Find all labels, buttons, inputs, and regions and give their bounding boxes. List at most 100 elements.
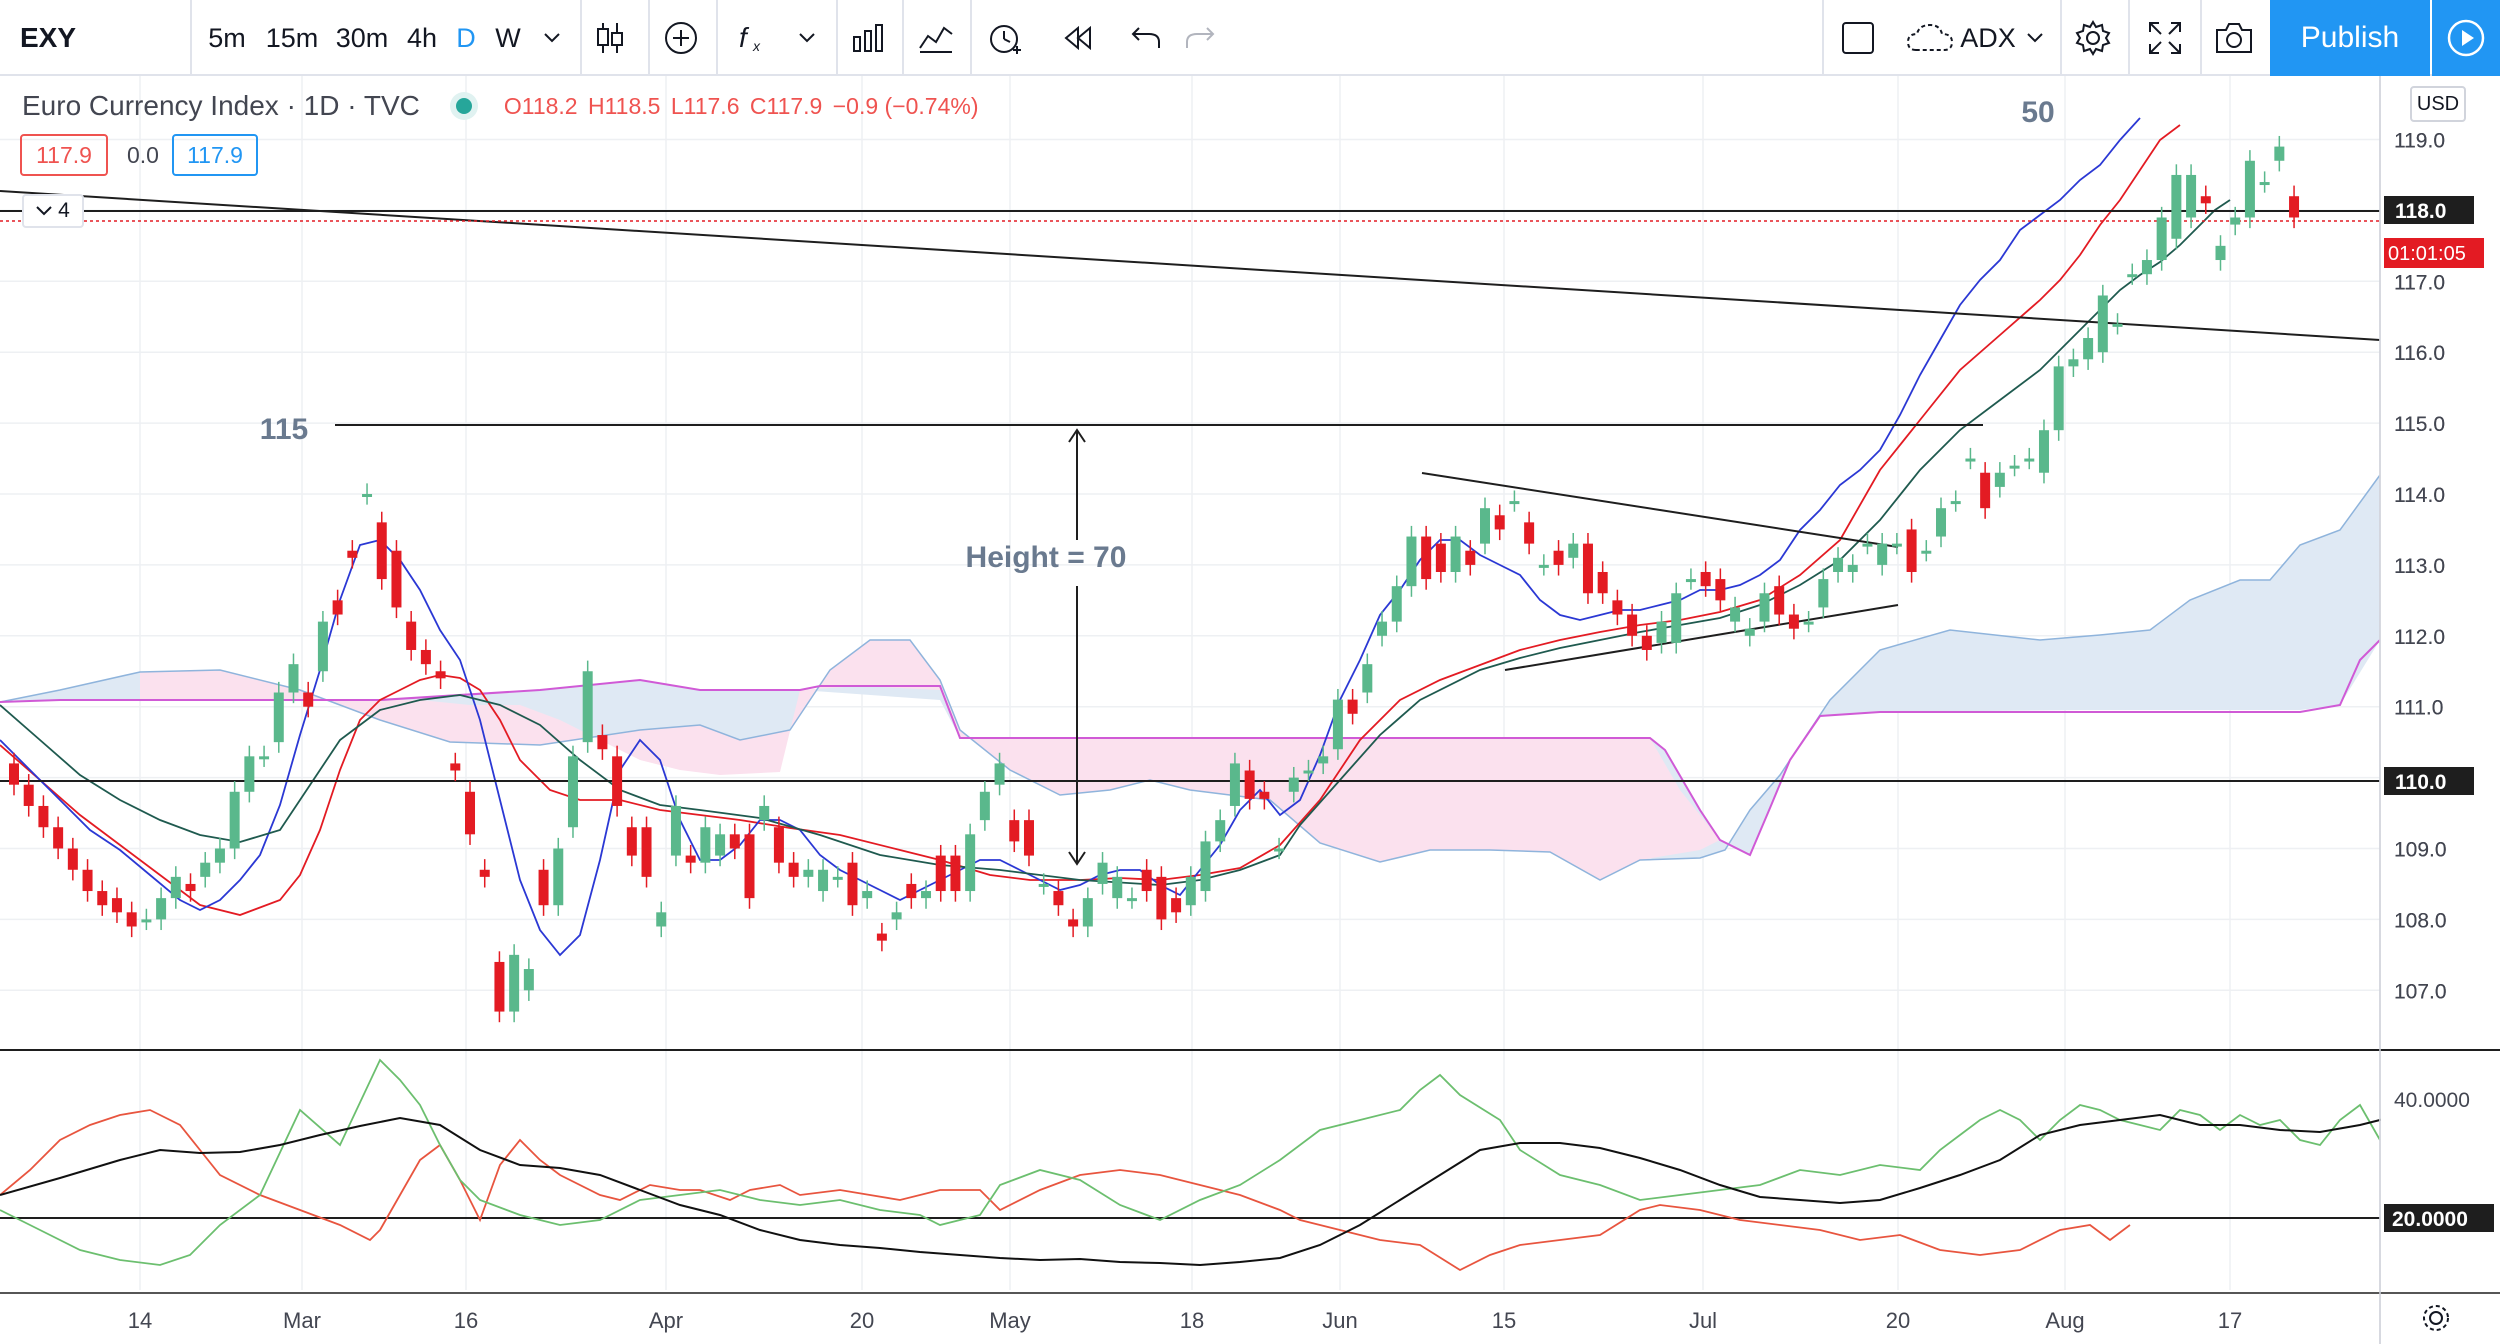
toolbar-divider [902,0,904,76]
snapshot-icon[interactable] [2208,0,2260,76]
kijun-line [0,199,2231,886]
price-tick-label: 113.0 [2394,555,2445,578]
layout-square-icon[interactable] [1838,0,1878,76]
time-tick-label: 20 [1886,1308,1910,1333]
play-icon[interactable] [2432,0,2500,76]
candle-body [744,834,755,899]
last-price-badge [2384,196,2474,224]
chevron-down-icon[interactable] [792,0,822,76]
candle-body [2230,217,2241,225]
sell-price[interactable]: 117.9 [20,134,108,176]
top-label: 50 [2021,96,2054,129]
fullscreen-icon[interactable] [2140,0,2190,76]
candle-body [685,855,696,863]
add-compare-icon[interactable] [656,0,706,76]
wedge-upper-line [1421,472,1899,548]
candle-body [141,919,152,923]
candle-body [1377,621,1388,636]
candle-body [170,876,181,899]
candle-body [303,692,314,707]
interval-d[interactable]: D [456,22,476,53]
candle-body [803,869,814,877]
candle-body [200,862,211,877]
price-tick-label: 116.0 [2394,342,2445,365]
candle-body [656,912,667,927]
interval-30m[interactable]: 30m [335,22,389,53]
price-tick-label: 119.0 [2394,130,2445,153]
candle-body [494,961,505,1012]
indicator-label[interactable]: ADX [1960,22,2016,53]
toolbar-divider [2200,0,2202,76]
candle-body [9,763,19,785]
candle-body [1862,543,1873,547]
adx-level-text: 20.0000 [2392,1208,2468,1231]
studies-count: 4 [58,199,70,222]
currency-tag[interactable]: USD [2410,86,2466,122]
candle-body [1627,614,1638,636]
ohlc-change: −0.9 (−0.74%) [832,92,979,119]
senkou-span-b [0,639,2381,857]
adx-main-line [0,1084,2500,1267]
candle-body [82,869,93,892]
candle-body [921,891,932,899]
candle-body [626,827,637,856]
trendline-descending [0,190,2381,341]
candle-body [1274,848,1285,852]
candle-body [979,791,990,821]
replay-icon[interactable] [1056,0,1100,76]
candle-body [1421,536,1432,580]
settings-icon[interactable] [2068,0,2118,76]
symbol-search[interactable]: EXY [20,22,77,53]
chevron-down-icon[interactable] [535,0,569,76]
templates-icon[interactable] [910,0,962,76]
senkou-span-a [0,474,2381,881]
candle-body [2024,458,2035,462]
chevron-down-icon[interactable] [2020,0,2050,76]
price-tick-label: 117.0 [2394,271,2445,294]
candle-body [1656,621,1667,643]
candle-body [1318,756,1329,764]
candle-body [2141,260,2152,275]
level-110-badge [2384,767,2474,795]
candle-body [1362,664,1373,693]
candle-body [1582,543,1593,594]
candle-body [1980,472,1991,509]
candle-body [1994,472,2005,487]
candle-body [229,791,240,849]
chart-settings-icon[interactable] [2423,1305,2449,1331]
interval-5m[interactable]: 5m [208,22,246,53]
candle-body [1126,898,1137,902]
indicator-lines [0,117,2231,957]
interval-w[interactable]: W [495,22,521,53]
redo-icon[interactable] [1180,0,1220,76]
candle-body [1759,593,1770,622]
legend-title[interactable]: Euro Currency Index · 1D · TVC [22,90,420,121]
candle-body [2112,323,2123,327]
candle-body [126,912,137,927]
interval-15m[interactable]: 15m [265,22,319,53]
alert-icon[interactable] [980,0,1032,76]
candle-body [1347,699,1358,714]
interval-4h[interactable]: 4h [406,22,438,53]
cloud-save-icon[interactable] [1904,0,1958,76]
price-tick-label: 107.0 [2394,980,2447,1003]
undo-icon[interactable] [1126,0,1166,76]
candle-body [1494,515,1505,530]
toolbar-divider [648,0,650,76]
candle-body [2186,174,2197,218]
time-tick-label: Jul [1689,1308,1717,1333]
price-tick-label: 116.0 [2394,342,2445,365]
candle-body [435,671,446,679]
toolbar-divider [2128,0,2130,76]
candle-body [1847,564,1858,572]
candle-body [2274,146,2285,161]
financials-icon[interactable] [842,0,894,76]
buy-price[interactable]: 117.9 [172,134,258,176]
candle-body [567,756,578,828]
publish-button[interactable]: Publish [2270,0,2430,76]
candles-icon[interactable] [590,0,630,76]
collapse-studies-button[interactable]: 4 [22,194,84,228]
